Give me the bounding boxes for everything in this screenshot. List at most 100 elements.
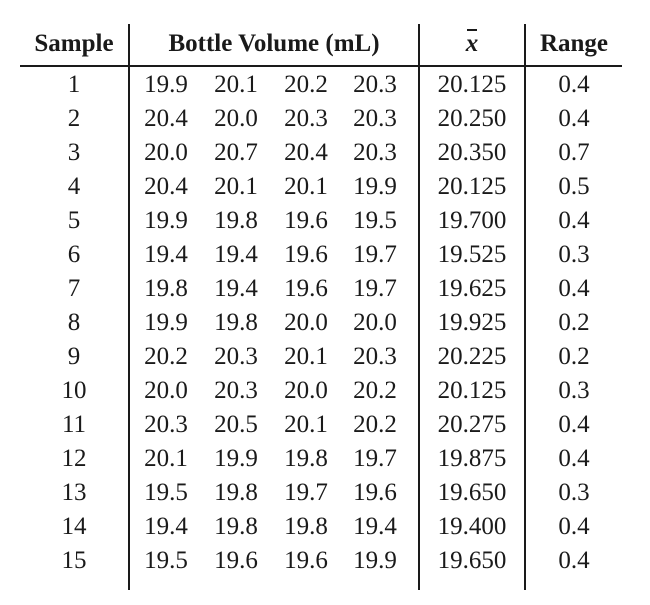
volume-cell: 20.3: [144, 411, 188, 438]
mean-cell: 19.650: [437, 547, 507, 574]
sample-number: 7: [67, 275, 81, 302]
sample-number: 8: [67, 309, 81, 336]
volume-cell: 19.9: [144, 309, 188, 336]
volume-cell: 20.1: [284, 411, 328, 438]
range-cell: 0.4: [558, 71, 590, 98]
volume-cell: 19.9: [144, 207, 188, 234]
volume-cell: 20.0: [214, 105, 258, 132]
table-row: 7 19.8 19.4 19.6 19.7 19.625 0.4: [20, 272, 630, 306]
table-row: 6 19.4 19.4 19.6 19.7 19.525 0.3: [20, 238, 630, 272]
sample-number: 6: [67, 241, 81, 268]
sample-number: 2: [67, 105, 81, 132]
header-sample: Sample: [34, 30, 114, 57]
volume-cell: 19.8: [284, 445, 328, 472]
volume-cell: 19.8: [144, 275, 188, 302]
sample-number: 11: [61, 411, 87, 438]
volume-cell: 20.3: [284, 105, 328, 132]
sample-number: 14: [61, 513, 87, 540]
range-cell: 0.3: [558, 377, 590, 404]
header-mean: x: [420, 24, 524, 64]
column-divider: [418, 24, 420, 590]
volume-cell: 19.6: [214, 547, 258, 574]
table-row: 14 19.4 19.8 19.8 19.4 19.400 0.4: [20, 510, 630, 544]
table-row: 12 20.1 19.9 19.8 19.7 19.875 0.4: [20, 442, 630, 476]
volume-cell: 20.0: [144, 139, 188, 166]
volume-cell: 19.7: [353, 445, 397, 472]
volume-cell: 20.1: [144, 445, 188, 472]
volume-cell: 20.0: [284, 377, 328, 404]
volume-cell: 19.4: [214, 275, 258, 302]
mean-cell: 19.400: [437, 513, 507, 540]
mean-cell: 20.275: [437, 411, 507, 438]
volume-cell: 20.3: [214, 377, 258, 404]
sample-number: 5: [67, 207, 81, 234]
volume-cell: 19.6: [353, 479, 397, 506]
sample-number: 10: [61, 377, 87, 404]
mean-cell: 19.625: [437, 275, 507, 302]
range-cell: 0.4: [558, 547, 590, 574]
volume-cell: 20.2: [284, 71, 328, 98]
sample-number: 3: [67, 139, 81, 166]
mean-cell: 19.875: [437, 445, 507, 472]
volume-cell: 19.5: [144, 547, 188, 574]
mean-cell: 19.700: [437, 207, 507, 234]
column-divider: [524, 24, 526, 590]
volume-cell: 19.6: [284, 207, 328, 234]
table-row: 10 20.0 20.3 20.0 20.2 20.125 0.3: [20, 374, 630, 408]
volume-cell: 19.8: [214, 207, 258, 234]
column-divider: [128, 24, 130, 590]
mean-cell: 19.925: [437, 309, 507, 336]
volume-cell: 20.1: [214, 173, 258, 200]
volume-cell: 19.7: [284, 479, 328, 506]
volume-cell: 19.9: [353, 547, 397, 574]
volume-cell: 20.5: [214, 411, 258, 438]
range-cell: 0.4: [558, 207, 590, 234]
range-cell: 0.4: [558, 445, 590, 472]
range-cell: 0.4: [558, 105, 590, 132]
table-row: 4 20.4 20.1 20.1 19.9 20.125 0.5: [20, 170, 630, 204]
range-cell: 0.2: [558, 343, 590, 370]
sample-number: 12: [61, 445, 87, 472]
volume-cell: 19.9: [353, 173, 397, 200]
range-cell: 0.7: [558, 139, 590, 166]
header-range: Range: [539, 30, 609, 57]
mean-cell: 20.125: [437, 173, 507, 200]
volume-cell: 19.5: [353, 207, 397, 234]
volume-cell: 19.9: [144, 71, 188, 98]
mean-cell: 19.650: [437, 479, 507, 506]
range-cell: 0.4: [558, 513, 590, 540]
range-cell: 0.5: [558, 173, 590, 200]
volume-cell: 19.8: [214, 479, 258, 506]
volume-cell: 19.4: [144, 513, 188, 540]
volume-cell: 20.1: [214, 71, 258, 98]
header-rule: [20, 65, 622, 67]
range-cell: 0.4: [558, 275, 590, 302]
volume-cell: 19.9: [214, 445, 258, 472]
volume-cell: 20.2: [353, 411, 397, 438]
volume-cell: 20.1: [284, 343, 328, 370]
volume-cell: 19.4: [144, 241, 188, 268]
volume-cell: 19.5: [144, 479, 188, 506]
volume-cell: 19.6: [284, 547, 328, 574]
mean-cell: 20.250: [437, 105, 507, 132]
volume-cell: 19.8: [214, 513, 258, 540]
mean-cell: 20.350: [437, 139, 507, 166]
range-cell: 0.4: [558, 411, 590, 438]
volume-cell: 20.1: [284, 173, 328, 200]
bottle-volume-table: Sample Bottle Volume (mL) x Range 1 19.9 2…: [20, 24, 630, 590]
sample-number: 15: [61, 547, 87, 574]
table-row: 15 19.5 19.6 19.6 19.9 19.650 0.4: [20, 544, 630, 578]
table-row: 1 19.9 20.1 20.2 20.3 20.125 0.4: [20, 68, 630, 102]
range-cell: 0.2: [558, 309, 590, 336]
volume-cell: 19.6: [284, 275, 328, 302]
sample-number: 9: [67, 343, 81, 370]
volume-cell: 20.3: [214, 343, 258, 370]
table-row: 11 20.3 20.5 20.1 20.2 20.275 0.4: [20, 408, 630, 442]
volume-cell: 20.3: [353, 105, 397, 132]
volume-cell: 20.2: [353, 377, 397, 404]
volume-cell: 19.6: [284, 241, 328, 268]
volume-cell: 20.4: [144, 173, 188, 200]
table-row: 9 20.2 20.3 20.1 20.3 20.225 0.2: [20, 340, 630, 374]
header-bottle-volume: Bottle Volume (mL): [168, 30, 380, 57]
table-row: 5 19.9 19.8 19.6 19.5 19.700 0.4: [20, 204, 630, 238]
